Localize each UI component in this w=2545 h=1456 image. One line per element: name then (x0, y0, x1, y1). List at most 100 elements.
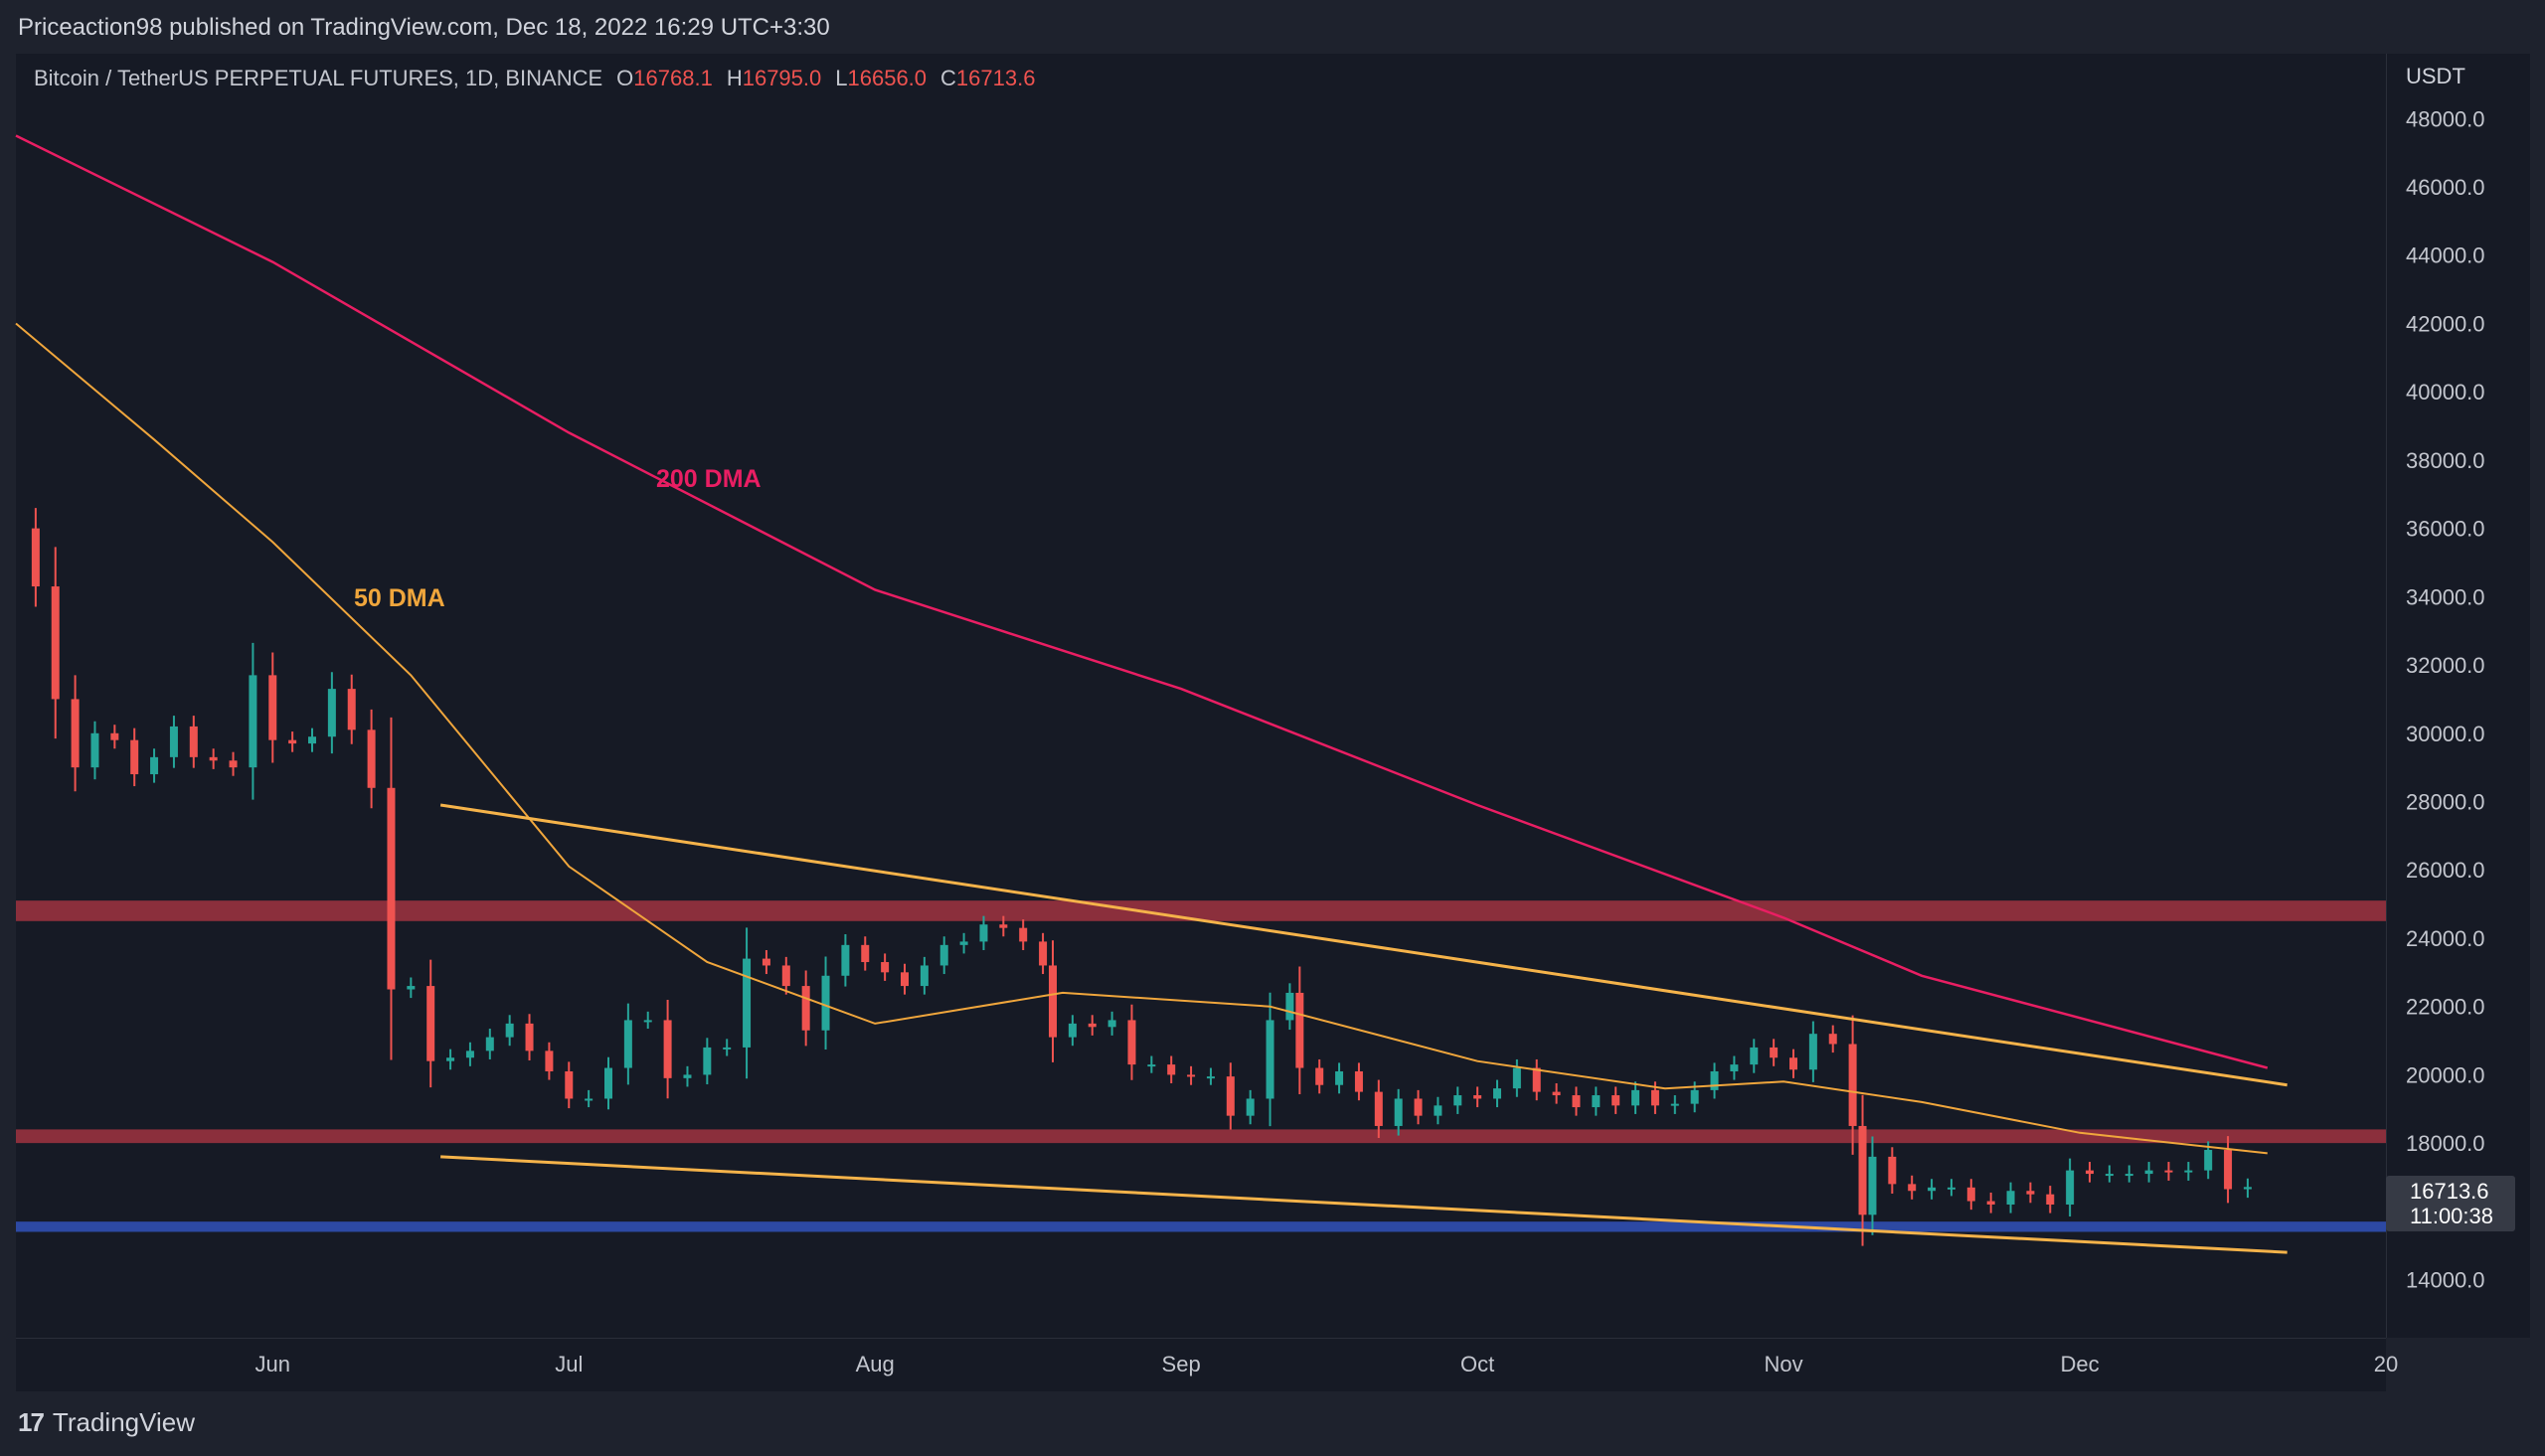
candle-body (1039, 941, 1048, 966)
time-tick-label: Sep (1162, 1352, 1201, 1376)
candle-body (743, 958, 752, 1048)
ma50-line (15, 322, 2268, 1155)
price-tick-label: 34000.0 (2406, 584, 2485, 609)
candle-body (1650, 1089, 1659, 1106)
last-price-box (2386, 1176, 2515, 1231)
candle-body (585, 1098, 594, 1101)
ohlc-legend: Bitcoin / TetherUS PERPETUAL FUTURES, 1D… (34, 66, 1035, 91)
candle-body (2086, 1170, 2094, 1175)
candle-body (130, 739, 139, 775)
time-tick-label: Jul (555, 1352, 583, 1376)
brand-name: TradingView (52, 1407, 195, 1437)
candle-body (1750, 1047, 1759, 1065)
candle-body (209, 756, 218, 761)
price-tick-label: 38000.0 (2406, 448, 2485, 473)
price-tick-label: 48000.0 (2406, 106, 2485, 131)
open-value: 16768.1 (633, 66, 713, 90)
candle-body (901, 972, 909, 987)
candle-body (426, 986, 435, 1061)
high-label: H (726, 66, 743, 90)
candle-body (505, 1023, 514, 1038)
candle-body (288, 739, 297, 744)
candle-body (1285, 992, 1294, 1021)
resistance-zone (16, 900, 2386, 921)
candle-body (643, 1020, 652, 1023)
price-tick-label: 44000.0 (2406, 243, 2485, 268)
currency-label: USDT (2406, 64, 2465, 88)
candle-body (2124, 1174, 2133, 1177)
candle-body (1394, 1098, 1403, 1126)
candle-body (1493, 1088, 1501, 1099)
last-price-countdown: 11:00:38 (2410, 1204, 2493, 1228)
candle-body (1414, 1098, 1423, 1116)
candle-body (663, 1020, 672, 1078)
time-tick-label: Oct (1460, 1352, 1494, 1376)
candle-body (1928, 1187, 1937, 1192)
candle-body (545, 1051, 554, 1071)
candle-body (1187, 1074, 1196, 1077)
candle-body (90, 732, 99, 768)
low-label: L (835, 66, 848, 90)
candle-body (762, 958, 770, 966)
candle-body (1770, 1047, 1779, 1058)
candle-body (1848, 1044, 1857, 1126)
tradingview-brand[interactable]: 17 TradingView (18, 1407, 195, 1438)
candle-body (2144, 1170, 2153, 1175)
close-value: 16713.6 (955, 66, 1036, 90)
candle-body (2184, 1170, 2193, 1173)
candle-body (1908, 1184, 1917, 1192)
upper-trendline (439, 803, 2288, 1087)
candle-body (308, 736, 316, 744)
candle-body (1512, 1067, 1521, 1089)
price-tick-label: 42000.0 (2406, 311, 2485, 336)
support-zone (16, 1221, 2386, 1232)
candle-body (2243, 1187, 2252, 1190)
candle-body (1986, 1201, 1995, 1205)
candle-body (1335, 1070, 1344, 1085)
candle-body (485, 1037, 494, 1052)
last-price-marker: 16713.6 11:00:38 (2386, 1176, 2515, 1231)
time-tick-label: 20 (2374, 1352, 2398, 1376)
candle-body (2046, 1194, 2055, 1205)
publisher-line: Priceaction98 published on TradingView.c… (18, 14, 830, 41)
time-tick-label: Aug (856, 1352, 895, 1376)
zones-layer (16, 900, 2386, 1232)
candle-body (939, 944, 948, 966)
candle-body (189, 726, 198, 757)
candle-body (1592, 1095, 1601, 1108)
candle-body (1730, 1064, 1739, 1071)
candle-body (1612, 1095, 1620, 1106)
time-axis[interactable] (16, 1338, 2386, 1392)
candle-body (2204, 1150, 2213, 1171)
candle-body (703, 1047, 712, 1075)
candle-body (881, 962, 890, 973)
candle-body (2224, 1150, 2233, 1190)
candle-body (1374, 1091, 1383, 1126)
candle-body (1789, 1057, 1797, 1070)
price-ticks-layer: 48000.0 46000.0 44000.0 42000.0 40000.0 38000… (2406, 106, 2485, 1292)
lower-trendline (440, 1155, 2288, 1254)
candle-body (1690, 1089, 1699, 1104)
price-axis[interactable] (2386, 54, 2530, 1338)
candle-body (1670, 1103, 1679, 1106)
candle-body (446, 1057, 455, 1061)
tradingview-logo-icon: 17 (18, 1407, 45, 1437)
symbol-title: Bitcoin / TetherUS PERPETUAL FUTURES, 1D… (34, 66, 603, 90)
close-label: C (940, 66, 956, 90)
candle-body (51, 586, 60, 700)
chart-header: Priceaction98 published on TradingView.c… (0, 0, 2545, 54)
candle-body (1206, 1076, 1215, 1079)
candle-body (1226, 1076, 1235, 1116)
candle-body (525, 1023, 534, 1052)
price-tick-label: 18000.0 (2406, 1131, 2485, 1156)
candle-body (999, 924, 1008, 928)
price-tick-label: 46000.0 (2406, 175, 2485, 200)
time-tick-label: Dec (2061, 1352, 2100, 1376)
candle-body (841, 944, 850, 976)
low-value: 16656.0 (847, 66, 928, 90)
price-tick-label: 36000.0 (2406, 517, 2485, 542)
resistance-zone (16, 1129, 2386, 1144)
candle-body (387, 787, 396, 990)
candle-body (31, 528, 40, 587)
